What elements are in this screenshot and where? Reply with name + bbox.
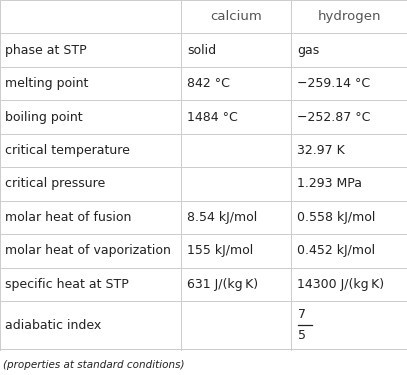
Text: 5: 5 — [298, 329, 306, 342]
Text: 1484 °C: 1484 °C — [187, 111, 238, 123]
Text: molar heat of fusion: molar heat of fusion — [5, 211, 132, 224]
Text: critical temperature: critical temperature — [5, 144, 130, 157]
Text: 1.293 MPa: 1.293 MPa — [297, 177, 362, 190]
Text: calcium: calcium — [210, 10, 262, 23]
Text: critical pressure: critical pressure — [5, 177, 105, 190]
Text: phase at STP: phase at STP — [5, 44, 87, 57]
Text: −259.14 °C: −259.14 °C — [297, 77, 370, 90]
Text: 14300 J/(kg K): 14300 J/(kg K) — [297, 278, 384, 291]
Text: specific heat at STP: specific heat at STP — [5, 278, 129, 291]
Text: 8.54 kJ/mol: 8.54 kJ/mol — [187, 211, 258, 224]
Text: gas: gas — [297, 44, 319, 57]
Text: 155 kJ/mol: 155 kJ/mol — [187, 244, 254, 257]
Text: molar heat of vaporization: molar heat of vaporization — [5, 244, 171, 257]
Text: 0.558 kJ/mol: 0.558 kJ/mol — [297, 211, 376, 224]
Text: boiling point: boiling point — [5, 111, 83, 123]
Text: 0.452 kJ/mol: 0.452 kJ/mol — [297, 244, 375, 257]
Text: 631 J/(kg K): 631 J/(kg K) — [187, 278, 258, 291]
Text: melting point: melting point — [5, 77, 89, 90]
Text: 7: 7 — [298, 308, 306, 321]
Text: solid: solid — [187, 44, 217, 57]
Text: adiabatic index: adiabatic index — [5, 319, 101, 332]
Text: 32.97 K: 32.97 K — [297, 144, 345, 157]
Text: (properties at standard conditions): (properties at standard conditions) — [3, 360, 185, 370]
Text: −252.87 °C: −252.87 °C — [297, 111, 370, 123]
Text: 842 °C: 842 °C — [187, 77, 230, 90]
Text: hydrogen: hydrogen — [317, 10, 381, 23]
